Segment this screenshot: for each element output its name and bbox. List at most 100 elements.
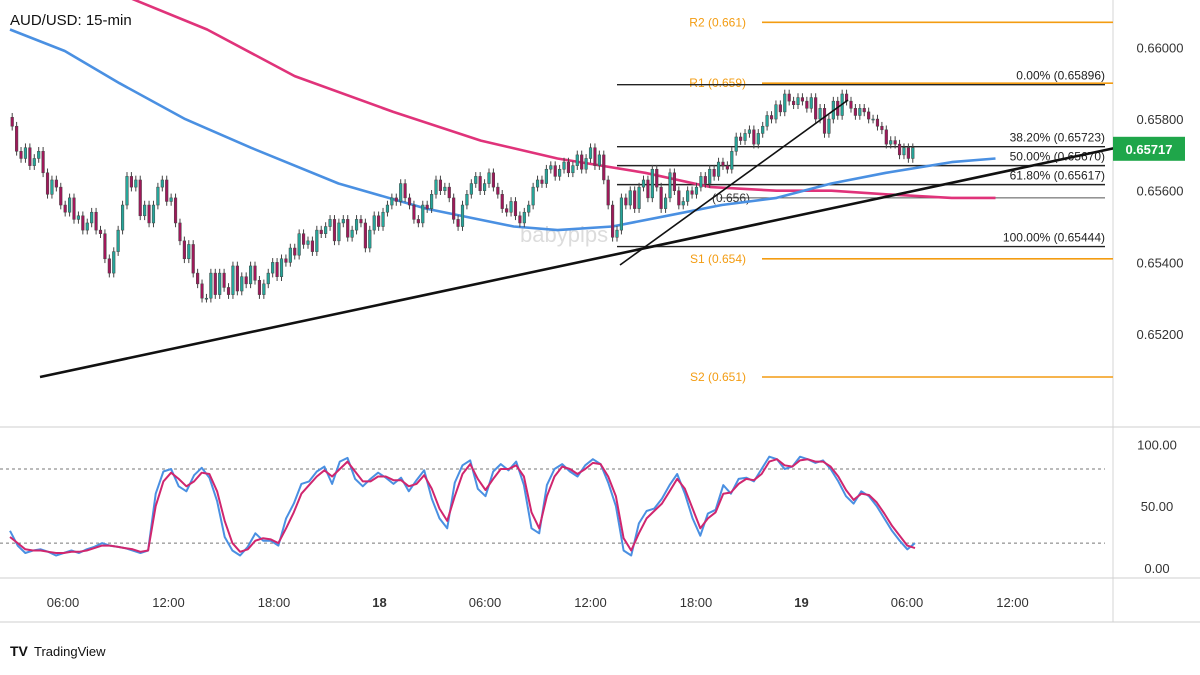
candle (619, 193, 624, 235)
candle-body (116, 229, 120, 252)
candle-body (624, 197, 628, 206)
candle (487, 168, 491, 188)
time-tick-7: 19 (794, 595, 808, 610)
candle (584, 154, 588, 174)
candle (350, 225, 354, 242)
candle-body (447, 186, 451, 199)
candle (597, 150, 601, 170)
candle-body (544, 168, 548, 184)
candle-body (571, 165, 575, 174)
candle-body (663, 197, 668, 209)
candle (606, 175, 610, 210)
candle (558, 164, 562, 181)
candle (778, 100, 782, 117)
candle (403, 179, 407, 203)
stoch-tick-1: 50.00 (1141, 499, 1174, 514)
candle-body (893, 140, 897, 145)
candle-body (739, 136, 743, 141)
candle (72, 193, 76, 224)
candle (178, 218, 182, 246)
candle-body (518, 215, 522, 224)
candle-body (249, 265, 253, 285)
candle (862, 104, 866, 117)
candle (562, 157, 566, 174)
candle (85, 218, 89, 235)
candle-body (354, 219, 359, 231)
candle-body (19, 151, 23, 159)
candle (399, 179, 403, 206)
candle-body (611, 204, 615, 238)
candle (10, 112, 14, 131)
candle-body (509, 201, 513, 213)
candle (319, 225, 323, 239)
candle-body (765, 115, 769, 127)
candle-body (253, 265, 257, 281)
last-price-value: 0.65717 (1126, 142, 1173, 157)
candle (434, 175, 438, 199)
candle-body (213, 272, 217, 295)
candle (575, 150, 579, 170)
candle (668, 168, 672, 203)
candle-body (368, 229, 372, 249)
time-axis: 06:00 12:00 18:00 18 06:00 12:00 18:00 19 06:00 1… (47, 595, 1029, 610)
candle-body (160, 179, 164, 188)
candle (315, 225, 319, 256)
candle (699, 172, 703, 192)
price-tick-3: 0.65400 (1137, 255, 1184, 270)
candle (505, 204, 509, 217)
pivot-label-3: S2 (0.651) (690, 370, 746, 384)
candle-body (456, 219, 460, 227)
candle-body (85, 222, 89, 231)
price-tick-1: 0.65800 (1137, 112, 1184, 127)
candle-body (240, 276, 244, 292)
candle-body (884, 129, 888, 145)
candle (191, 240, 195, 278)
candle-body (72, 197, 76, 220)
candle (518, 211, 522, 228)
candle-body (703, 176, 707, 184)
pivot-label-2: S1 (0.654) (690, 252, 746, 266)
candle (390, 193, 394, 210)
candle-body (50, 179, 54, 195)
candle-body (531, 186, 535, 206)
candle (377, 211, 381, 231)
candle-body (324, 226, 328, 234)
candle (769, 111, 774, 124)
candle-body (814, 97, 818, 120)
candle (160, 175, 164, 192)
candle (500, 189, 504, 213)
candle (858, 104, 862, 120)
candle-body (721, 161, 725, 166)
candle (703, 172, 707, 188)
candle-body (769, 115, 774, 120)
candle-body (23, 147, 28, 159)
candle (129, 172, 133, 192)
fib-label-3: 61.80% (0.65617) (1010, 169, 1105, 183)
candle (19, 147, 23, 163)
candle-body (686, 190, 690, 202)
candle (112, 247, 116, 278)
candle (747, 125, 752, 138)
candle-body (809, 97, 813, 109)
pivot-levels: R2 (0.661) R1 (0.659) S1 (0.654) S2 (0.651) (689, 15, 1113, 384)
candle-body (633, 190, 637, 209)
tradingview-wordmark: TradingView (34, 644, 106, 659)
candle (540, 175, 544, 188)
candle-body (513, 201, 518, 217)
candle-body (575, 154, 579, 166)
candle-body (588, 147, 593, 159)
candle-body (134, 179, 138, 188)
candle (443, 182, 447, 196)
candle-body (98, 229, 103, 234)
candle (430, 189, 434, 213)
watermark: babypips (520, 222, 608, 247)
candle (76, 211, 81, 224)
candle (310, 236, 314, 256)
candle-body (708, 168, 712, 184)
candle (116, 225, 120, 256)
candle (743, 129, 747, 145)
candle-body (659, 186, 663, 209)
candle-body (787, 93, 791, 102)
candle-body (173, 197, 178, 224)
candle-body (156, 186, 160, 206)
